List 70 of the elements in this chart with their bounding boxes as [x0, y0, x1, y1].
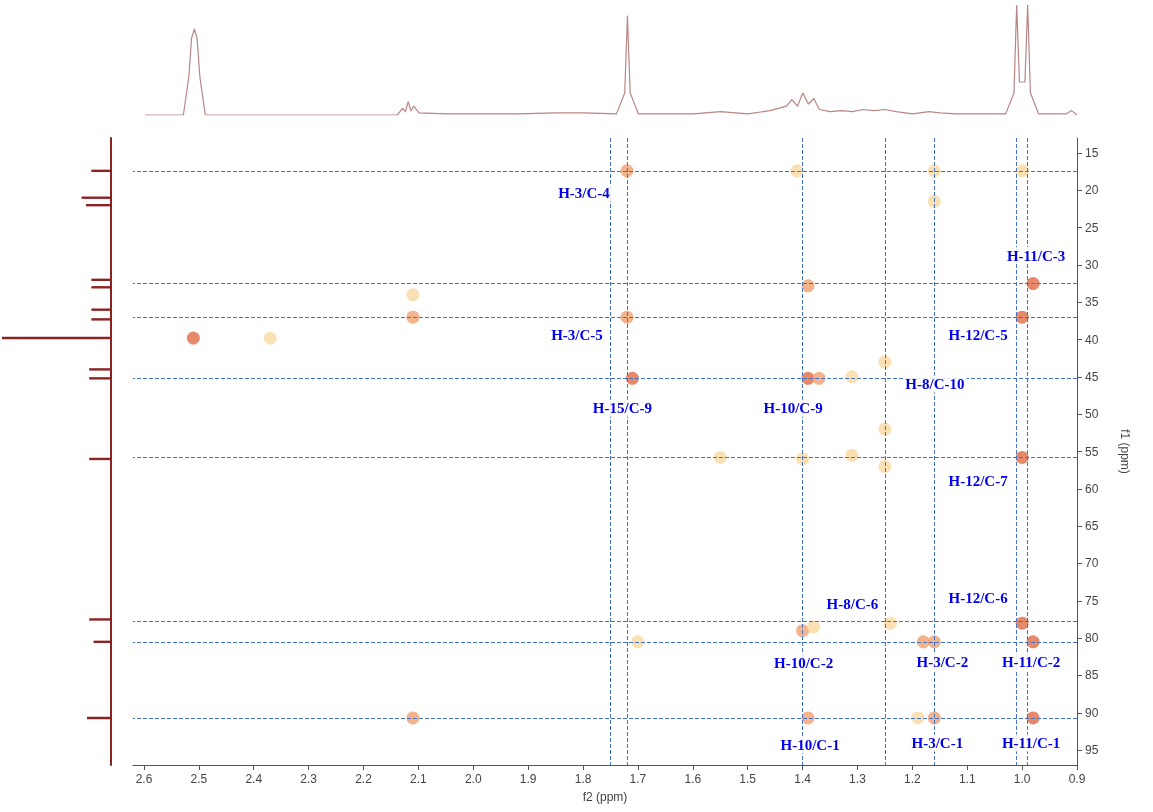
- x-tick-label: 2.5: [190, 772, 208, 786]
- x-tick-label: 1.2: [904, 772, 922, 786]
- y-tick-label: 75: [1085, 593, 1099, 608]
- annotation: H-3/C-4: [558, 184, 611, 201]
- point: [713, 450, 727, 464]
- y-tick-label: 60: [1085, 481, 1099, 496]
- y-tick-label: 70: [1085, 556, 1099, 571]
- annotation: H-8/C-10: [905, 375, 965, 392]
- x-tick-label: 1.0: [1013, 772, 1031, 786]
- annotation: H-12/C-7: [948, 473, 1009, 490]
- x-tick-label: 1.1: [958, 772, 976, 786]
- y-tick-label: 35: [1085, 295, 1099, 310]
- annotation: H-3/C-2: [916, 653, 969, 670]
- y-tick-label: 90: [1085, 705, 1099, 720]
- y-axis-title: f1 (ppm): [1118, 429, 1132, 474]
- point: [812, 371, 826, 385]
- y-tick-label: 20: [1085, 183, 1099, 198]
- annotation: H-3/C-5: [551, 327, 603, 344]
- annotation: H-10/C-9: [763, 400, 823, 417]
- annotation: H-11/C-2: [1001, 653, 1061, 670]
- point: [186, 331, 200, 345]
- y-tick-label: 30: [1085, 257, 1099, 272]
- annotation: H-11/C-1: [1001, 734, 1061, 751]
- point: [406, 310, 420, 324]
- x-tick-label: 2.2: [355, 772, 373, 786]
- annotation: H-12/C-5: [948, 327, 1008, 344]
- point: [263, 331, 277, 345]
- point: [631, 635, 645, 649]
- annotation: H-10/C-2: [774, 654, 834, 671]
- x-tick-label: 1.5: [739, 772, 757, 786]
- x-tick-label: 1.6: [684, 772, 702, 786]
- x-tick-label: 2.4: [245, 772, 263, 786]
- annotation: H-3/C-1: [911, 734, 964, 751]
- annotation: H-10/C-1: [780, 736, 840, 753]
- x-tick-label: 0.9: [1068, 772, 1086, 786]
- x-tick-label: 2.0: [464, 772, 482, 786]
- point: [878, 355, 892, 369]
- y-tick-label: 25: [1085, 220, 1099, 235]
- x-tick-label: 2.3: [300, 772, 318, 786]
- point: [916, 635, 930, 649]
- point: [406, 288, 420, 302]
- y-tick-label: 80: [1085, 631, 1099, 646]
- x-tick-label: 2.1: [410, 772, 428, 786]
- point: [927, 194, 941, 208]
- annotation: H-15/C-9: [592, 400, 653, 417]
- annotation: H-11/C-3: [1006, 247, 1066, 264]
- y-tick-label: 65: [1085, 519, 1099, 534]
- point: [878, 422, 892, 436]
- annotation: H-12/C-6: [948, 590, 1009, 607]
- y-tick-label: 95: [1085, 743, 1099, 758]
- point: [406, 711, 420, 725]
- x-axis-title: f2 (ppm): [582, 790, 628, 804]
- point: [845, 370, 859, 384]
- y-tick-label: 40: [1085, 332, 1099, 347]
- y-tick-label: 50: [1085, 407, 1099, 422]
- y-tick-label: 55: [1085, 444, 1099, 459]
- x-tick-label: 2.6: [135, 772, 153, 786]
- x-tick-label: 1.7: [629, 772, 647, 786]
- x-tick-label: 1.3: [849, 772, 867, 786]
- x-tick-label: 1.4: [794, 772, 812, 786]
- annotation: H-8/C-6: [826, 596, 879, 613]
- point: [845, 448, 859, 462]
- x-tick-label: 1.8: [574, 772, 592, 786]
- y-tick-label: 15: [1085, 145, 1099, 160]
- point: [878, 459, 892, 473]
- point: [911, 711, 925, 725]
- x-tick-label: 1.9: [519, 772, 537, 786]
- point: [807, 620, 821, 634]
- y-tick-label: 45: [1085, 369, 1099, 384]
- y-tick-label: 85: [1085, 668, 1099, 683]
